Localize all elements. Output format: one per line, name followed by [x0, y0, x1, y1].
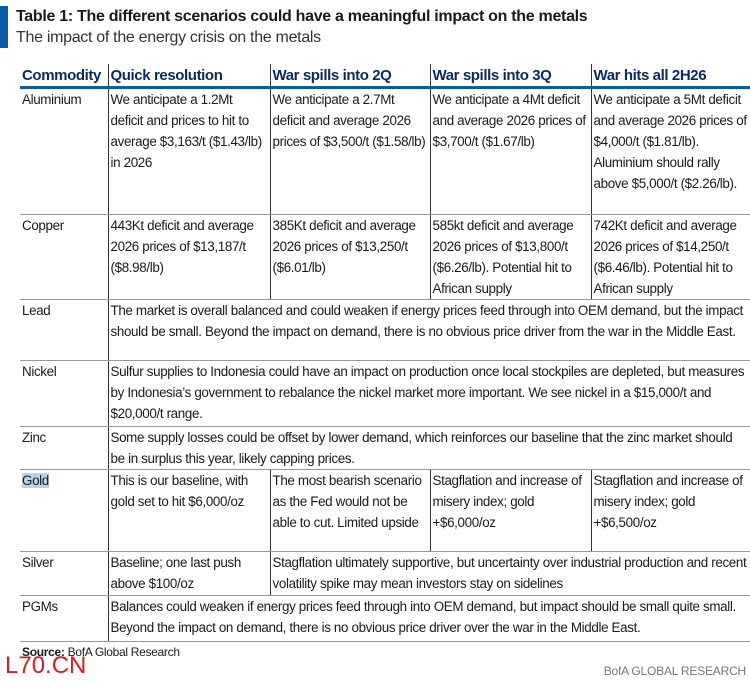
table-cell: Balances could weaken if energy prices f… [107, 595, 750, 642]
subtitle: The impact of the energy crisis on the m… [16, 29, 321, 46]
column-header: War spills into 3Q [429, 64, 591, 89]
column-header: War spills into 2Q [269, 64, 430, 89]
row-label-text: Zinc [22, 430, 46, 445]
row-label-text: Lead [22, 303, 51, 318]
table-row: Gold This is our baseline, with gold set … [20, 469, 750, 552]
table-cell: Some supply losses could be offset by lo… [107, 426, 750, 470]
watermark: L70.CN [5, 652, 87, 679]
table: Commodity Quick resolution War spills into… [20, 64, 750, 642]
table-cell: 443Kt deficit and average 2026 prices of… [107, 214, 270, 300]
row-label-text: Gold [22, 473, 49, 488]
title: Table 1: The different scenarios could h… [16, 8, 588, 25]
table-row: PGMs Balances could weaken if energy pric… [20, 595, 750, 642]
table-cell: We anticipate a 5Mt deficit and average … [590, 87, 750, 215]
column-header: War hits all 2H26 [590, 64, 750, 89]
row-label-text: Nickel [22, 364, 57, 379]
table-cell: 385Kt deficit and average 2026 prices of… [269, 214, 430, 300]
row-label: Gold [20, 469, 108, 552]
row-label-text: Copper [22, 218, 64, 233]
table-cell: This is our baseline, with gold set to h… [107, 469, 270, 552]
header: Table 1: The different scenarios could h… [0, 6, 588, 48]
table-cell: 742Kt deficit and average 2026 prices of… [590, 214, 750, 300]
table-row: Zinc Some supply losses could be offset b… [20, 426, 750, 470]
header-row: Commodity Quick resolution War spills into… [20, 64, 750, 89]
table-row: Silver Baseline; one last push above $100… [20, 551, 750, 596]
table-cell: We anticipate a 4Mt deficit and average … [429, 87, 591, 215]
table-cell: The most bearish scenario as the Fed wou… [269, 469, 430, 552]
brand: BofA GLOBAL RESEARCH [603, 664, 746, 678]
row-label: Aluminium [20, 87, 108, 215]
column-header: Quick resolution [107, 64, 270, 89]
table-row: Lead The market is overall balanced and c… [20, 299, 750, 361]
table-cell: Stagflation and increase of misery index… [590, 469, 750, 552]
table-cell: 585kt deficit and average 2026 prices of… [429, 214, 591, 300]
table-row: Copper 443Kt deficit and average 2026 pri… [20, 214, 750, 300]
source: Source: BofA Global Research [22, 645, 180, 659]
row-label: Zinc [20, 426, 108, 470]
row-label-text: PGMs [22, 599, 58, 614]
row-label: Lead [20, 299, 108, 361]
table-row: Nickel Sulfur supplies to Indonesia could… [20, 360, 750, 427]
table-row: Aluminium We anticipate a 1.2Mt deficit a… [20, 87, 750, 215]
table-cell: We anticipate a 1.2Mt deficit and prices… [107, 87, 270, 215]
row-label-text: Silver [22, 555, 54, 570]
source-text: BofA Global Research [67, 645, 180, 659]
row-label: Silver [20, 551, 108, 596]
row-label: Copper [20, 214, 108, 300]
column-header: Commodity [20, 64, 108, 89]
table-body: Aluminium We anticipate a 1.2Mt deficit a… [20, 87, 750, 642]
table-cell: Stagflation ultimately supportive, but u… [269, 551, 750, 596]
table-cell: We anticipate a 2.7Mt deficit and averag… [269, 87, 430, 215]
table-cell: Stagflation and increase of misery index… [429, 469, 591, 552]
table-cell: The market is overall balanced and could… [107, 299, 750, 361]
source-label: Source: [22, 645, 65, 659]
row-label-text: Aluminium [22, 92, 82, 107]
row-label: Nickel [20, 360, 108, 427]
table-cell: Sulfur supplies to Indonesia could have … [107, 360, 750, 427]
table-cell: Baseline; one last push above $100/oz [107, 551, 270, 596]
row-label: PGMs [20, 595, 108, 642]
